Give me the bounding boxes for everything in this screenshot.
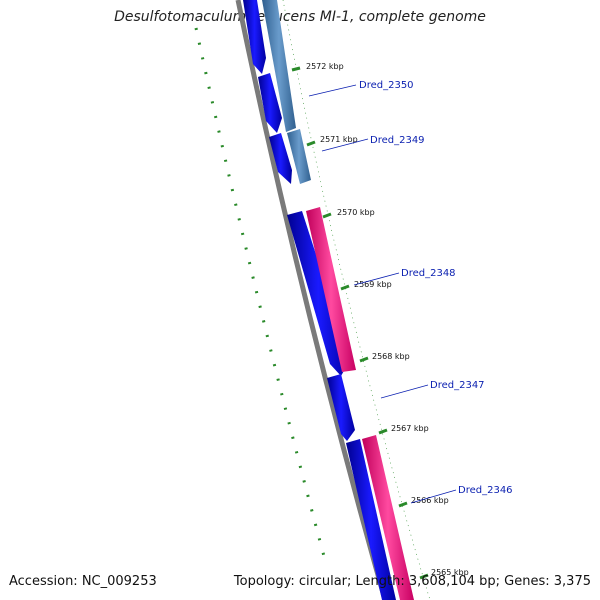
- tick-mark: [291, 66, 301, 72]
- tick-mark: [378, 428, 388, 435]
- tick-label: 2571 kbp: [320, 135, 358, 144]
- tick-mark: [306, 140, 316, 147]
- tick-label: 2568 kbp: [372, 352, 410, 361]
- gene-label: Dred_2347: [430, 380, 485, 391]
- tick-marks: [291, 66, 429, 580]
- tick-mark: [398, 501, 408, 508]
- cds-feature: [327, 374, 355, 441]
- genome-summary: Topology: circular; Length: 3,608,104 bp…: [233, 574, 591, 589]
- tick-mark: [419, 573, 429, 580]
- gene-label: Dred_2346: [458, 485, 513, 496]
- gene-label: Dred_2350: [359, 80, 414, 91]
- tick-label: 2569 kbp: [354, 280, 392, 289]
- gene-label: Dred_2348: [401, 268, 456, 279]
- feature-track: [243, 0, 414, 600]
- leader-line: [321, 138, 369, 152]
- tick-mark: [340, 284, 350, 291]
- rna-feature: [362, 435, 414, 600]
- leader-line: [353, 272, 400, 286]
- cds-feature: [269, 133, 292, 184]
- leader-line: [308, 84, 357, 97]
- accession-text: Accession: NC_009253: [9, 574, 157, 589]
- gc-skew-track: [194, 27, 327, 561]
- label-leaders: [308, 84, 457, 504]
- tick-label: 2565 kbp: [431, 568, 469, 577]
- cds-feature: [346, 439, 396, 600]
- genome-backbone: [235, 0, 388, 600]
- cds-feature: [258, 73, 282, 133]
- leader-line: [410, 489, 457, 504]
- tick-label: 2566 kbp: [411, 496, 449, 505]
- gene-label: Dred_2349: [370, 135, 425, 146]
- tick-label: 2567 kbp: [391, 424, 429, 433]
- cds-feature-pale: [262, 0, 296, 132]
- rna-feature: [306, 207, 356, 372]
- cds-feature: [243, 0, 266, 74]
- map-title: Desulfotomaculum reducens MI-1, complete…: [114, 9, 486, 25]
- cds-feature-pale: [287, 129, 311, 184]
- tick-label: 2570 kbp: [337, 208, 375, 217]
- leader-line: [380, 384, 429, 399]
- tick-mark: [359, 356, 369, 363]
- tick-line: [282, 0, 431, 600]
- tick-mark: [322, 212, 332, 219]
- tick-label: 2572 kbp: [306, 62, 344, 71]
